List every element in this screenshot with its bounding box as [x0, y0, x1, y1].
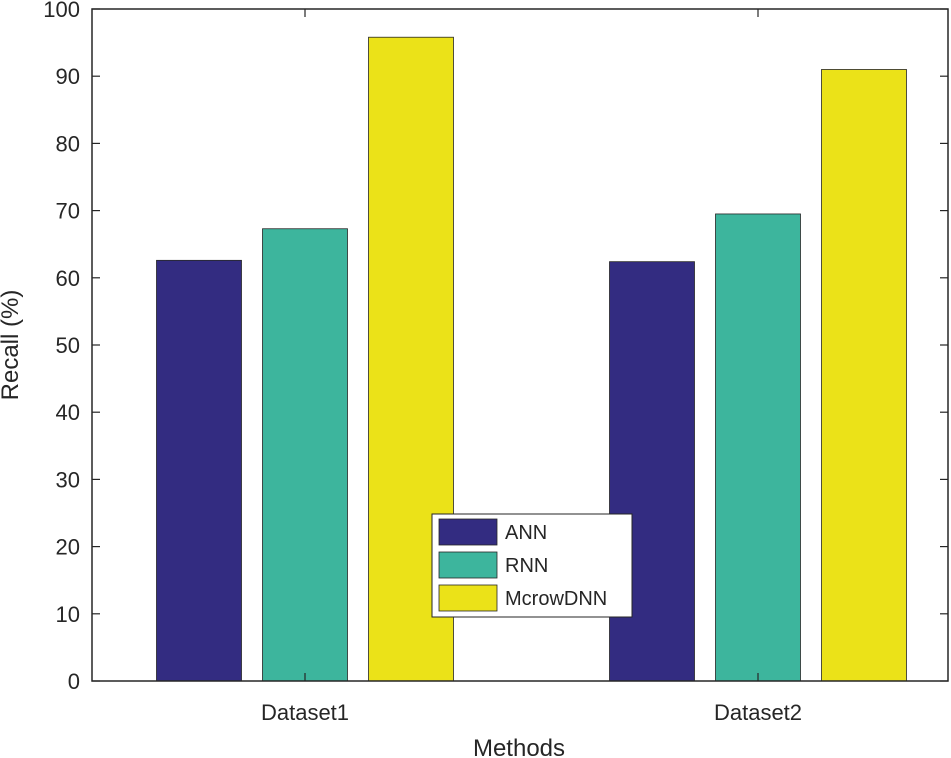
y-tick-label: 90: [56, 64, 80, 89]
y-tick-label: 50: [56, 333, 80, 358]
legend-swatch-rnn: [438, 551, 498, 579]
bar-ann-dataset2: [609, 261, 695, 682]
y-tick-label: 60: [56, 266, 80, 291]
x-tick-label: Dataset1: [261, 700, 349, 725]
y-tick-label: 80: [56, 131, 80, 156]
x-axis: Dataset1 Dataset2: [261, 9, 802, 725]
legend-swatch-mcrowdnn: [438, 584, 498, 612]
y-tick-label: 0: [68, 669, 80, 694]
bar-ann-dataset1: [156, 259, 242, 682]
y-axis: 0 10 20 30 40 50 60 70 80 90 100: [43, 0, 948, 694]
y-tick-label: 20: [56, 535, 80, 560]
y-tick-label: 100: [43, 0, 80, 22]
y-axis-label: Recall (%): [0, 290, 24, 401]
y-tick-label: 40: [56, 400, 80, 425]
bar-mcrowdnn-dataset2: [821, 69, 907, 682]
bar-rnn-dataset1: [262, 228, 348, 682]
legend: ANN RNN McrowDNN: [431, 513, 633, 618]
x-tick-label: Dataset2: [714, 700, 802, 725]
legend-swatch-ann: [438, 518, 498, 546]
y-tick-label: 10: [56, 602, 80, 627]
legend-label-mcrowdnn: McrowDNN: [505, 588, 607, 610]
y-tick-label: 30: [56, 467, 80, 492]
bar-rnn-dataset2: [715, 213, 801, 682]
y-tick-label: 70: [56, 199, 80, 224]
legend-label-ann: ANN: [505, 522, 547, 544]
legend-label-rnn: RNN: [505, 555, 548, 577]
x-axis-label: Methods: [473, 735, 565, 758]
